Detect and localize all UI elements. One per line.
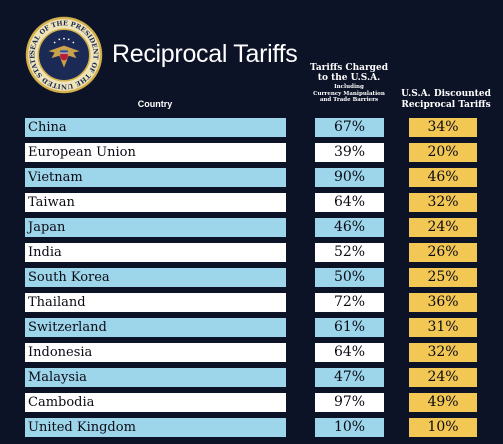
charged-cell: 90%: [315, 168, 384, 187]
column-header-tariffs-charged-note: Including Currency Manipulation and Trad…: [307, 84, 391, 104]
column-header-tariffs-charged: Tariffs Charged to the U.S.A. Including …: [307, 63, 391, 104]
page-title: Reciprocal Tariffs: [112, 40, 298, 68]
discounted-cell: 34%: [409, 118, 477, 137]
discounted-cell: 26%: [409, 243, 477, 262]
column-header-tariffs-charged-line1: Tariffs Charged: [309, 63, 388, 73]
country-cell: Taiwan: [25, 193, 286, 212]
discounted-cell: 32%: [409, 343, 477, 362]
country-cell: Indonesia: [25, 343, 286, 362]
column-header-note-line1: Including: [334, 84, 364, 90]
table-row: Thailand 72% 36%: [0, 293, 503, 312]
discounted-cell: 36%: [409, 293, 477, 312]
discounted-cell: 20%: [409, 143, 477, 162]
country-cell: Cambodia: [25, 393, 286, 412]
table-row: Malaysia 47% 24%: [0, 368, 503, 387]
country-cell: Thailand: [25, 293, 286, 312]
discounted-cell: 24%: [409, 218, 477, 237]
charged-cell: 97%: [315, 393, 384, 412]
charged-cell: 64%: [315, 343, 384, 362]
country-cell: India: [25, 243, 286, 262]
country-cell: Vietnam: [25, 168, 286, 187]
country-cell: European Union: [25, 143, 286, 162]
column-header-country: Country: [137, 99, 173, 109]
charged-cell: 50%: [315, 268, 384, 287]
column-header-note-line3: and Trade Barriers: [319, 97, 379, 103]
charged-cell: 39%: [315, 143, 384, 162]
charged-cell: 47%: [315, 368, 384, 387]
discounted-cell: 24%: [409, 368, 477, 387]
table-row: China 67% 34%: [0, 118, 503, 137]
discounted-cell: 32%: [409, 193, 477, 212]
charged-cell: 46%: [315, 218, 384, 237]
column-header-discounted-line1: U.S.A. Discounted: [401, 89, 491, 99]
country-cell: Malaysia: [25, 368, 286, 387]
table-row: Indonesia 64% 32%: [0, 343, 503, 362]
charged-cell: 52%: [315, 243, 384, 262]
discounted-cell: 25%: [409, 268, 477, 287]
discounted-cell: 46%: [409, 168, 477, 187]
charged-cell: 64%: [315, 193, 384, 212]
column-header-tariffs-charged-line2: to the U.S.A.: [317, 73, 381, 83]
discounted-cell: 49%: [409, 393, 477, 412]
country-cell: Switzerland: [25, 318, 286, 337]
column-header-note-line2: Currency Manipulation: [313, 90, 385, 97]
discounted-cell: 10%: [409, 418, 477, 437]
charged-cell: 67%: [315, 118, 384, 137]
country-cell: Japan: [25, 218, 286, 237]
presidential-seal: SEAL OF THE PRESIDENT OF THE UNITED STAT…: [25, 16, 103, 94]
table-row: Cambodia 97% 49%: [0, 393, 503, 412]
table-row: Japan 46% 24%: [0, 218, 503, 237]
table-row: Vietnam 90% 46%: [0, 168, 503, 187]
table-row: India 52% 26%: [0, 243, 503, 262]
table-row: Switzerland 61% 31%: [0, 318, 503, 337]
table-row: South Korea 50% 25%: [0, 268, 503, 287]
charged-cell: 61%: [315, 318, 384, 337]
table-row: Taiwan 64% 32%: [0, 193, 503, 212]
charged-cell: 72%: [315, 293, 384, 312]
table-row: European Union 39% 20%: [0, 143, 503, 162]
country-cell: China: [25, 118, 286, 137]
table-row: United Kingdom 10% 10%: [0, 418, 503, 437]
country-cell: United Kingdom: [25, 418, 286, 437]
discounted-cell: 31%: [409, 318, 477, 337]
country-cell: South Korea: [25, 268, 286, 287]
column-header-discounted-line2: Reciprocal Tariffs: [401, 100, 491, 110]
charged-cell: 10%: [315, 418, 384, 437]
column-header-discounted-tariffs: U.S.A. Discounted Reciprocal Tariffs: [395, 89, 497, 111]
